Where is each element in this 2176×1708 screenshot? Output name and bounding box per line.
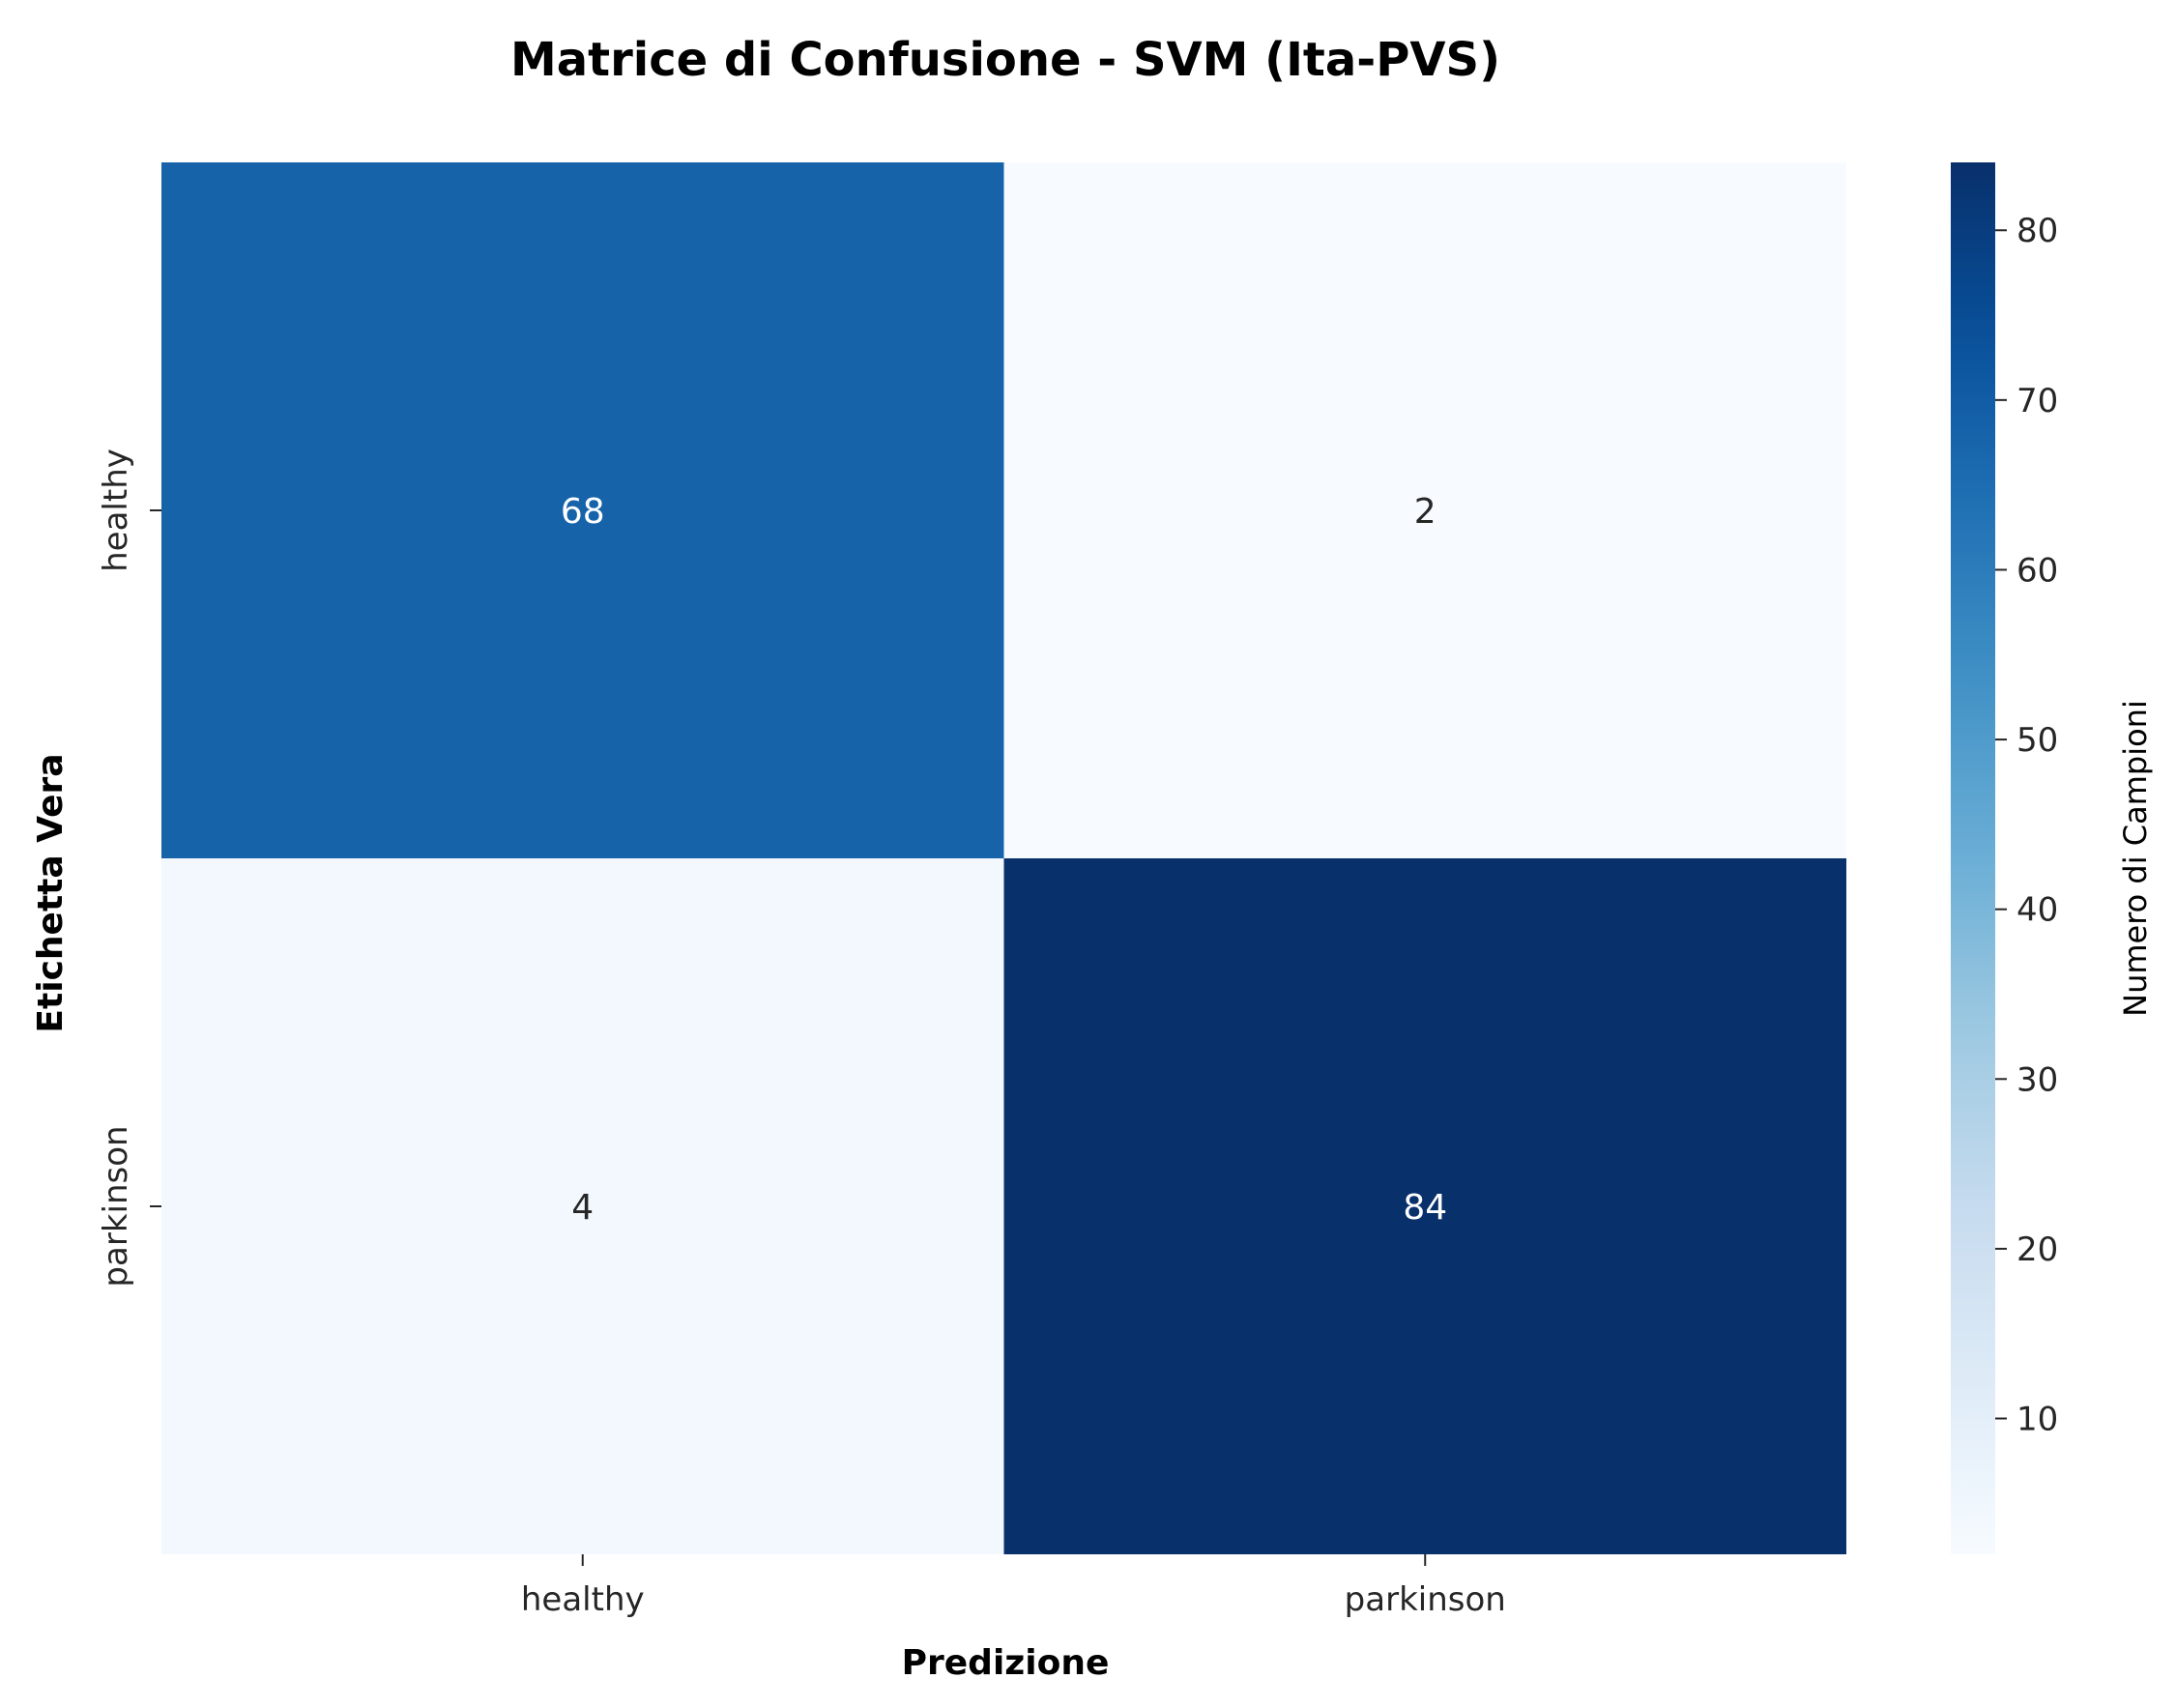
x-axis-label: Predizione <box>902 1643 1110 1683</box>
colorbar-label: Numero di Campioni <box>2117 700 2154 1017</box>
y-axis-label: Etichetta Vera <box>31 753 71 1032</box>
cell-value-label: 2 <box>1414 492 1436 532</box>
colorbar <box>1951 162 1995 1554</box>
chart-title: Matrice di Confusione - SVM (Ita-PVS) <box>510 33 1500 87</box>
colorbar-tick-label: 40 <box>2016 891 2058 930</box>
colorbar-tick-label: 70 <box>2016 382 2058 420</box>
cell-value-label: 84 <box>1403 1188 1447 1228</box>
cell-value-label: 4 <box>571 1188 594 1228</box>
colorbar-ticks: 10 20 30 40 50 60 70 80 <box>1995 212 2058 1438</box>
y-tick-label: healthy <box>97 449 135 572</box>
colorbar-tick-label: 20 <box>2016 1230 2058 1269</box>
colorbar-tick-label: 30 <box>2016 1060 2058 1099</box>
y-tick-label: parkinson <box>97 1125 135 1287</box>
colorbar-tick-label: 10 <box>2016 1401 2058 1439</box>
colorbar-tick-label: 60 <box>2016 551 2058 590</box>
colorbar-tick-label: 50 <box>2016 721 2058 760</box>
x-axis-ticks: healthy parkinson <box>521 1554 1506 1619</box>
x-tick-label: parkinson <box>1345 1580 1506 1619</box>
colorbar-tick-label: 80 <box>2016 212 2058 250</box>
y-axis-ticks: healthy parkinson <box>97 449 161 1287</box>
x-tick-label: healthy <box>521 1580 645 1619</box>
heatmap-cells <box>161 162 1846 1554</box>
cell-value-label: 68 <box>561 492 605 532</box>
